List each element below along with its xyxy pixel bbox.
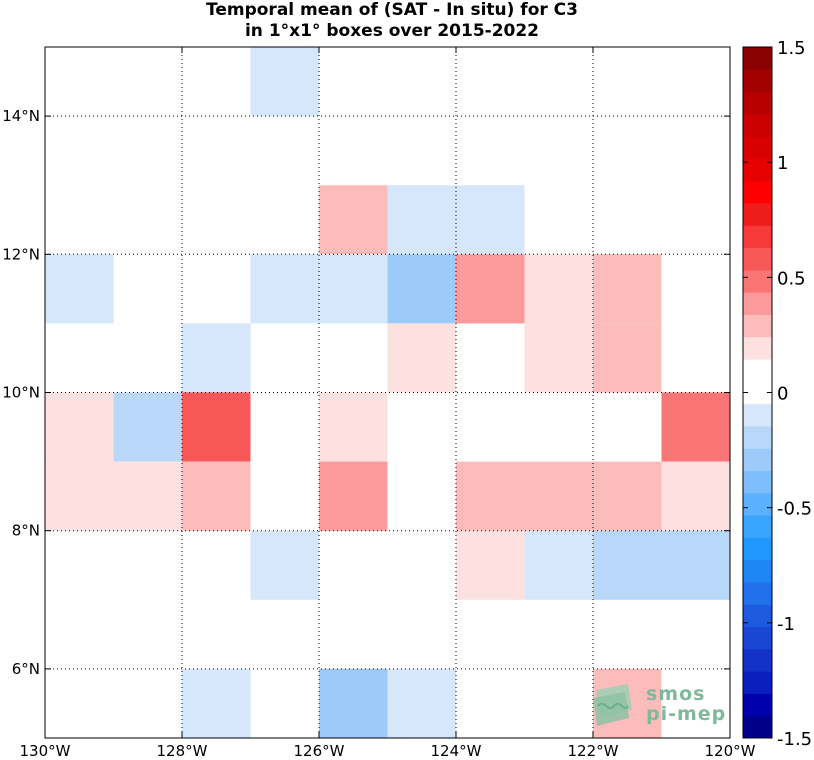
colorbar-segment bbox=[743, 448, 772, 472]
colorbar-segment bbox=[743, 470, 772, 494]
colorbar-segment bbox=[743, 314, 772, 338]
heatmap-cell bbox=[456, 185, 525, 255]
heatmap-cell bbox=[45, 254, 114, 324]
heatmap-cell bbox=[387, 185, 456, 255]
colorbar-segment bbox=[743, 537, 772, 561]
x-tick-label: 120°W bbox=[705, 742, 756, 760]
colorbar-segment bbox=[743, 604, 772, 628]
heatmap-cell bbox=[182, 323, 251, 393]
colorbar-segment bbox=[743, 47, 772, 70]
colorbar-tick-label: 0 bbox=[777, 384, 788, 405]
heatmap-cell bbox=[182, 461, 251, 531]
x-tick-label: 128°W bbox=[157, 742, 208, 760]
colorbar-segment bbox=[743, 247, 772, 271]
heatmap-cell bbox=[524, 254, 593, 324]
heatmap-cell bbox=[524, 323, 593, 393]
colorbar-tick-label: -0.5 bbox=[777, 499, 812, 520]
colorbar-segment bbox=[743, 203, 772, 226]
heatmap-cell bbox=[524, 530, 593, 600]
heatmap-cell bbox=[593, 461, 662, 531]
heatmap-cell bbox=[456, 461, 525, 531]
colorbar-segment bbox=[743, 515, 772, 538]
colorbar-segment bbox=[743, 269, 772, 293]
heatmap-cell bbox=[593, 323, 662, 393]
heatmap-cell bbox=[319, 185, 388, 255]
colorbar-segment bbox=[743, 359, 772, 382]
colorbar-tick-label: -1 bbox=[777, 614, 795, 635]
logo-text-smos: smos bbox=[646, 683, 706, 705]
heatmap-cell bbox=[387, 323, 456, 393]
colorbar-segment bbox=[743, 113, 772, 137]
y-tick-label: 6°N bbox=[12, 660, 40, 678]
heatmap-cell bbox=[661, 392, 730, 462]
colorbar-segment bbox=[743, 91, 772, 115]
heatmap-cell bbox=[45, 461, 114, 531]
x-tick-label: 130°W bbox=[20, 742, 71, 760]
heatmap-cell bbox=[182, 392, 251, 462]
logo-text-pimep: pi-mep bbox=[646, 703, 727, 725]
heatmap-cell bbox=[113, 392, 182, 462]
colorbar-tick-label: 1.5 bbox=[777, 38, 806, 59]
heatmap-cell bbox=[45, 392, 114, 462]
chart-title: Temporal mean of (SAT - In situ) for C3 … bbox=[0, 0, 784, 42]
heatmap-cell bbox=[387, 668, 456, 738]
colorbar-segment bbox=[743, 69, 772, 93]
heatmap-cell bbox=[593, 254, 662, 324]
colorbar-segment bbox=[743, 403, 772, 427]
heatmap-cell bbox=[593, 530, 662, 600]
heatmap-cell bbox=[113, 461, 182, 531]
colorbar-segment bbox=[743, 648, 772, 672]
heatmap-cell bbox=[456, 530, 525, 600]
heatmap-cell bbox=[319, 392, 388, 462]
colorbar-segment bbox=[743, 693, 772, 717]
x-tick-label: 126°W bbox=[294, 742, 345, 760]
heatmap-cell bbox=[319, 668, 388, 738]
heatmap-cell bbox=[387, 254, 456, 324]
colorbar-segment bbox=[743, 626, 772, 650]
colorbar-segment bbox=[743, 381, 772, 405]
heatmap-cell bbox=[250, 254, 319, 324]
heatmap-cell bbox=[319, 254, 388, 324]
colorbar-segment bbox=[743, 581, 772, 605]
title-line-2: in 1°x1° boxes over 2015-2022 bbox=[244, 21, 540, 41]
axis-ticks: 130°W 128°W 126°W 124°W 122°W 120°W 6°N 8°N 10°N… bbox=[2, 47, 756, 760]
heatmap-cell bbox=[182, 668, 251, 738]
heatmap-cell bbox=[524, 461, 593, 531]
heatmap-cell bbox=[661, 461, 730, 531]
smos-pimep-logo: smos pi-mep bbox=[590, 676, 730, 732]
heatmap-cells bbox=[45, 47, 730, 738]
y-tick-label: 12°N bbox=[2, 245, 40, 263]
colorbar-segment bbox=[743, 225, 772, 249]
y-tick-label: 14°N bbox=[2, 107, 40, 125]
logo-wave-icon bbox=[593, 684, 632, 726]
colorbar-segment bbox=[743, 671, 772, 694]
colorbar-segment bbox=[743, 559, 772, 583]
y-tick-label: 10°N bbox=[2, 384, 40, 402]
heatmap-cell bbox=[456, 254, 525, 324]
heatmap-cell bbox=[250, 47, 319, 117]
colorbar-tick-label: 1 bbox=[777, 153, 788, 174]
colorbar-segment bbox=[743, 492, 772, 516]
colorbar-segment bbox=[743, 136, 772, 159]
heatmap-cell bbox=[319, 461, 388, 531]
colorbar-tick-label: -1.5 bbox=[777, 729, 812, 750]
colorbar-tick-label: 0.5 bbox=[777, 268, 806, 289]
colorbar-segment bbox=[743, 180, 772, 204]
colorbar-segment bbox=[743, 425, 772, 449]
x-tick-label: 124°W bbox=[431, 742, 482, 760]
colorbar-segment bbox=[743, 292, 772, 315]
heatmap-cell bbox=[661, 530, 730, 600]
heatmap-cell bbox=[250, 530, 319, 600]
y-tick-label: 8°N bbox=[12, 522, 40, 540]
title-line-1: Temporal mean of (SAT - In situ) for C3 bbox=[206, 0, 578, 20]
colorbar: 1.5 1 0.5 0 -0.5 -1 -1.5 bbox=[742, 38, 812, 750]
colorbar-segment bbox=[743, 158, 772, 182]
colorbar-segment bbox=[743, 715, 772, 739]
colorbar-segment bbox=[743, 336, 772, 360]
x-tick-label: 122°W bbox=[568, 742, 619, 760]
